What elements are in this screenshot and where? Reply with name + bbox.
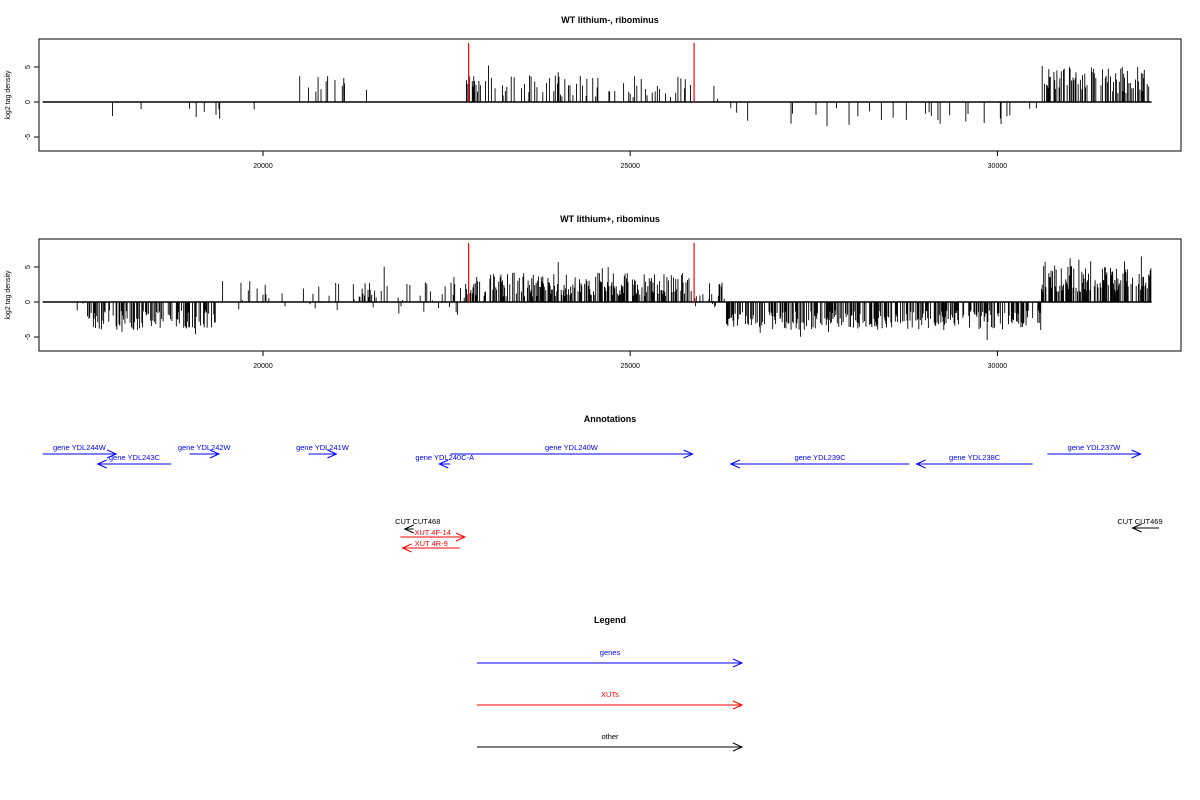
legend: Legend genes XUTs other — [477, 615, 744, 752]
x-tick-label: 20000 — [253, 363, 273, 370]
plot-frame — [38, 238, 1182, 352]
plot-frame — [38, 38, 1182, 152]
density-panel-lithium-minus: WT lithium-, ribominus log2 tag density … — [5, 15, 1182, 170]
panel-title: WT lithium+, ribominus — [560, 214, 660, 224]
marker-lines — [468, 243, 695, 302]
annotation-label: gene YDL237W — [1068, 443, 1122, 452]
x-tick-label: 20000 — [253, 163, 273, 170]
gene-arrow — [96, 459, 172, 469]
y-tick-label: 0 — [25, 300, 32, 304]
axis-ticks: 20000 25000 30000 -5 0 5 — [25, 265, 1007, 370]
annotation-label: CUT CUT469 — [1117, 517, 1162, 526]
legend-title: Legend — [594, 615, 626, 625]
signal-bars — [42, 65, 1152, 127]
annotation-label: XUT 4F-14 — [414, 528, 451, 537]
xut-arrow — [401, 543, 460, 553]
y-tick-label: -5 — [25, 134, 32, 140]
legend-label: other — [601, 732, 619, 741]
x-tick-label: 30000 — [988, 163, 1008, 170]
x-tick-label: 30000 — [988, 363, 1008, 370]
legend-label: genes — [600, 648, 621, 657]
gene-arrow — [42, 449, 118, 459]
annotation-label: gene YDL244W — [53, 443, 107, 452]
x-tick-label: 25000 — [620, 163, 640, 170]
panel-title: WT lithium-, ribominus — [561, 15, 659, 25]
gene-arrow — [450, 449, 694, 459]
legend-item: genes — [477, 648, 744, 668]
annotation-label: gene YDL240W — [545, 443, 599, 452]
other-arrows: CUT CUT468 CUT CUT469 — [395, 517, 1163, 534]
legend-item: XUTs — [477, 690, 744, 710]
annotation-label: gene YDL239C — [794, 453, 846, 462]
legend-item: other — [477, 732, 744, 752]
annotation-label: gene YDL242W — [178, 443, 232, 452]
density-panel-lithium-plus: WT lithium+, ribominus log2 tag density … — [5, 214, 1182, 370]
annotation-label: gene YDL238C — [949, 453, 1001, 462]
y-tick-label: 0 — [25, 100, 32, 104]
y-tick-label: -5 — [25, 334, 32, 340]
legend-items: genes XUTs other — [477, 648, 744, 752]
gene-arrow — [308, 449, 338, 459]
y-tick-label: 5 — [25, 265, 32, 269]
signal-bars — [42, 256, 1152, 341]
annotations-title: Annotations — [584, 414, 637, 424]
y-tick-label: 5 — [25, 65, 32, 69]
annotation-label: gene YDL241W — [296, 443, 350, 452]
xut-arrows: XUT 4F-14 XUT 4R-9 — [400, 528, 467, 553]
other-arrow — [1131, 523, 1159, 533]
gene-arrow — [729, 459, 910, 469]
annotation-label: gene YDL240C-A — [415, 453, 474, 462]
axis-ticks: 20000 25000 30000 -5 0 5 — [25, 65, 1007, 170]
legend-label: XUTs — [601, 690, 619, 699]
marker-lines — [468, 43, 695, 102]
gene-arrow — [438, 459, 451, 469]
other-arrow — [403, 524, 414, 534]
annotation-label: gene YDL243C — [109, 453, 161, 462]
x-tick-label: 25000 — [620, 363, 640, 370]
annotation-label: CUT CUT468 — [395, 517, 440, 526]
annotation-label: XUT 4R-9 — [415, 539, 448, 548]
gene-arrow — [189, 449, 221, 459]
xut-arrow — [400, 532, 467, 542]
y-axis-label: log2 tag density — [5, 70, 12, 120]
y-axis-label: log2 tag density — [5, 270, 12, 320]
gene-arrow — [915, 459, 1033, 469]
gene-arrow — [1047, 449, 1142, 459]
